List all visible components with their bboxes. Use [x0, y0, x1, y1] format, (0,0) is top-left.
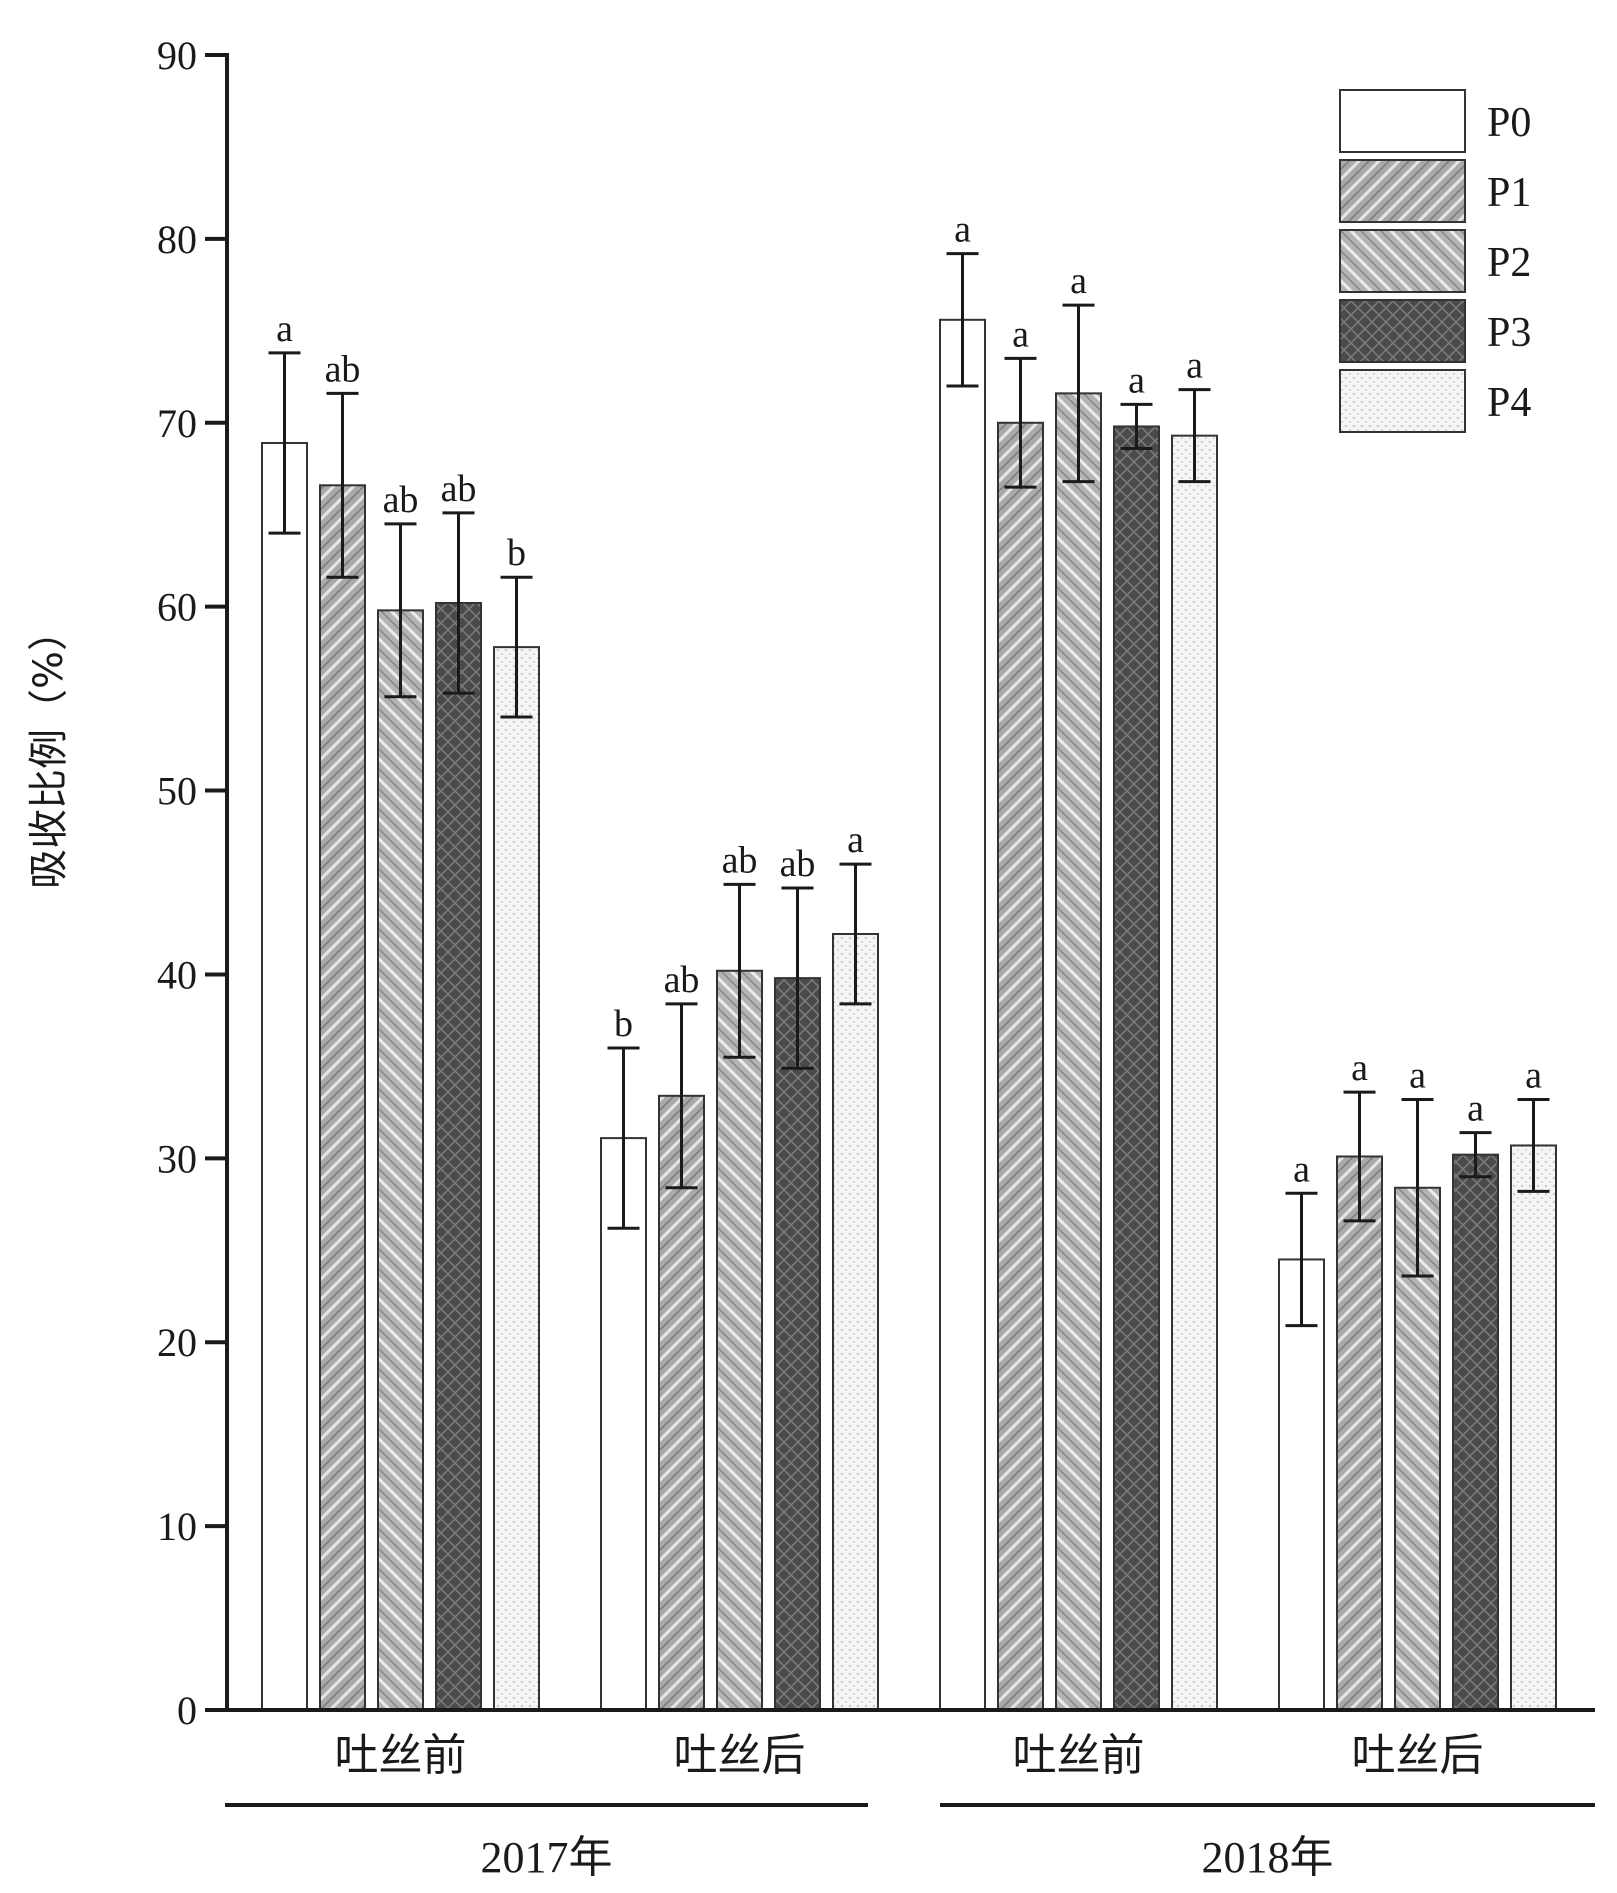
significance-letter: a	[847, 819, 864, 861]
significance-letter: ab	[441, 468, 477, 510]
bar-p2	[377, 609, 424, 1711]
y-tick-label: 0	[177, 1688, 197, 1733]
y-tick-label: 80	[157, 217, 197, 262]
y-tick-label: 60	[157, 585, 197, 630]
x-axis-group-labels: 吐丝前 吐丝后 吐丝前 吐丝后 2017年 2018年	[225, 1731, 1595, 1882]
significance-letter: a	[1525, 1054, 1542, 1096]
year-label: 2017年	[481, 1833, 613, 1882]
y-tick-label: 50	[157, 769, 197, 814]
legend-swatch-p4	[1339, 369, 1466, 433]
significance-letter: a	[954, 209, 971, 251]
y-tick-label: 10	[157, 1504, 197, 1549]
bar-p2	[716, 969, 763, 1711]
axes-layer	[225, 53, 1595, 1712]
bar-p1	[997, 421, 1044, 1711]
significance-letter: ab	[780, 843, 816, 885]
significance-letter: a	[1409, 1054, 1426, 1096]
bar-p3	[1452, 1153, 1499, 1711]
legend-swatch-p2	[1339, 229, 1466, 293]
bar-p4	[1171, 434, 1218, 1711]
bar-p4	[832, 932, 879, 1711]
y-tick-label: 20	[157, 1320, 197, 1365]
bar-p0	[600, 1137, 647, 1712]
bar-p4	[493, 646, 540, 1711]
x-group-label: 吐丝前	[335, 1731, 467, 1780]
y-axis-label: 吸收比例（%）	[26, 611, 72, 889]
y-tick-label: 40	[157, 952, 197, 997]
significance-letter: b	[614, 1003, 633, 1045]
bar-p1	[1336, 1155, 1383, 1711]
significance-letter: ab	[383, 479, 419, 521]
legend-swatch-p3	[1339, 299, 1466, 363]
legend-label: P4	[1487, 380, 1531, 426]
x-group-label: 吐丝后	[674, 1731, 806, 1780]
significance-letter: a	[1186, 345, 1203, 387]
bar-p2	[1055, 392, 1102, 1711]
significance-letter: a	[1012, 313, 1029, 355]
legend-label: P3	[1487, 310, 1531, 356]
year-label: 2018年	[1202, 1833, 1334, 1882]
significance-letter: a	[1351, 1047, 1368, 1089]
x-group-label: 吐丝后	[1352, 1731, 1484, 1780]
bar-p0	[261, 442, 308, 1711]
legend-label: P1	[1487, 170, 1531, 216]
bar-p3	[1113, 425, 1160, 1711]
significance-letter: a	[1293, 1148, 1310, 1190]
bar-p0	[939, 318, 986, 1711]
y-tick-label: 70	[157, 401, 197, 446]
significance-letter: a	[1128, 359, 1145, 401]
y-tick-label: 90	[157, 33, 197, 78]
y-axis-ticks: 0 10 20 30 40 50 60 70 80 90	[157, 33, 227, 1733]
significance-letter: ab	[325, 348, 361, 390]
legend-label: P0	[1487, 100, 1531, 146]
bar-p3	[435, 601, 482, 1711]
legend-swatch-p0	[1339, 89, 1466, 153]
bar-p1	[319, 484, 366, 1711]
significance-letter: a	[276, 308, 293, 350]
legend: P0 P1 P2 P3 P4	[1339, 89, 1531, 433]
significance-letter: a	[1070, 260, 1087, 302]
bar-p3	[774, 977, 821, 1711]
x-group-label: 吐丝前	[1013, 1731, 1145, 1780]
bar-p0	[1278, 1258, 1325, 1711]
significance-letter: a	[1467, 1088, 1484, 1130]
y-tick-label: 30	[157, 1136, 197, 1181]
significance-letter: b	[507, 532, 526, 574]
legend-swatch-p1	[1339, 159, 1466, 223]
significance-letter: ab	[664, 959, 700, 1001]
significance-letter: ab	[722, 839, 758, 881]
bar-p4	[1510, 1144, 1557, 1711]
legend-label: P2	[1487, 240, 1531, 286]
